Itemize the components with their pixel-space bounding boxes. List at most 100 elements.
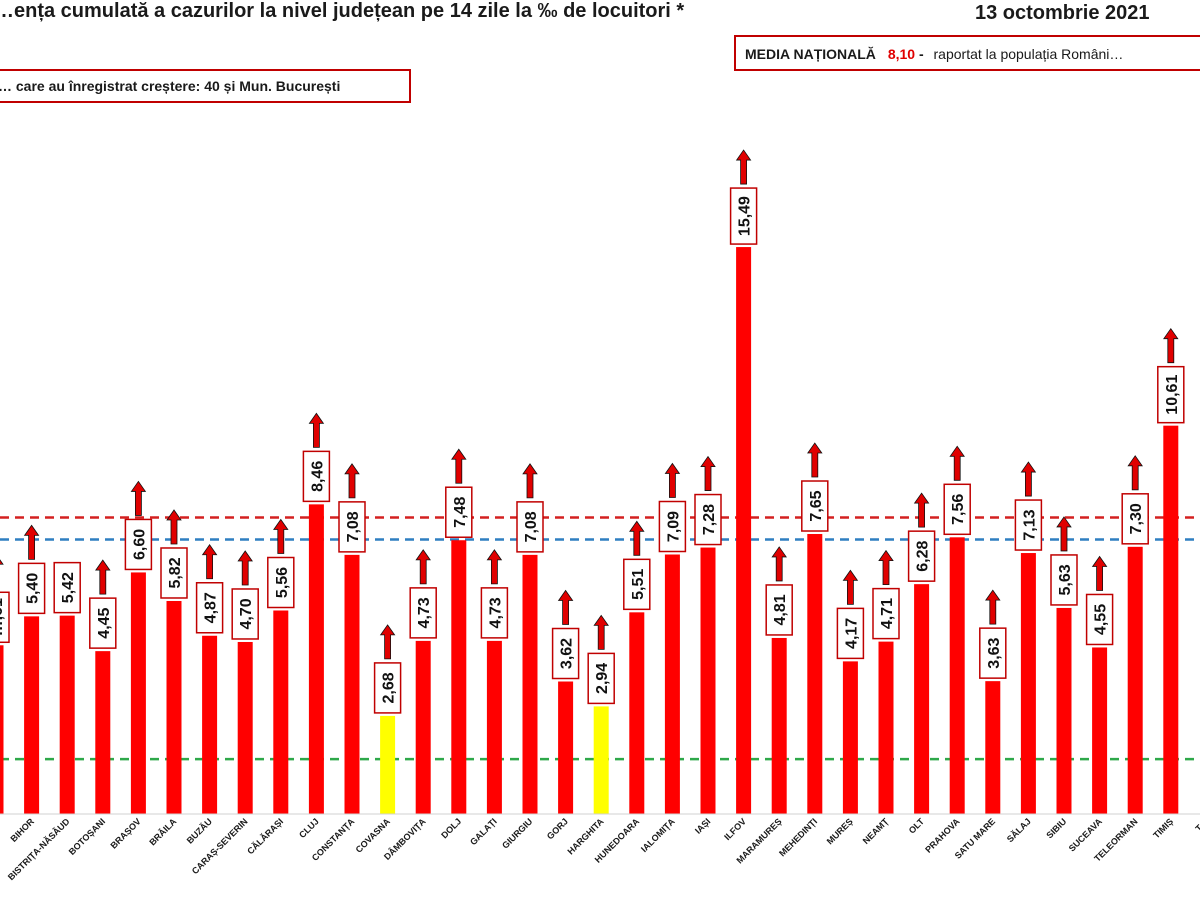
bar-14 <box>486 640 502 814</box>
value-label-box-7 <box>231 588 259 640</box>
increase-arrow-6 <box>201 544 218 580</box>
category-label-29: SĂLAJ <box>1005 816 1033 844</box>
increase-arrow-1 <box>23 524 40 560</box>
category-label-30: SIBIU <box>1044 816 1068 840</box>
increase-arrow-27 <box>949 445 965 481</box>
value-label-box-22 <box>765 584 793 636</box>
value-label-12: 4,73 <box>416 597 433 628</box>
value-label-3: 4,45 <box>96 607 113 638</box>
bar-5 <box>166 600 182 814</box>
value-label-box-29 <box>1014 499 1043 551</box>
category-label-8: CĂLĂRAȘI <box>245 816 285 856</box>
increase-arrow-32 <box>1127 455 1143 491</box>
value-label-30: 5,63 <box>1057 564 1074 595</box>
category-label-2: BISTRIȚA-NĂSĂUD <box>6 816 72 882</box>
value-label-box-4 <box>124 518 153 571</box>
bar-7 <box>237 641 253 814</box>
value-label-box-31 <box>1085 593 1114 646</box>
bar-28 <box>985 681 1001 814</box>
category-label-23: MEHEDINȚI <box>777 816 819 858</box>
increase-note-box: … care au înregistrat creștere: 40 și Mu… <box>0 69 411 103</box>
value-label-box-33 <box>1157 365 1185 424</box>
bar-1 <box>24 616 40 814</box>
category-label-6: BUZĂU <box>185 816 214 845</box>
increase-arrow-20 <box>700 455 716 491</box>
national-average-box: MEDIA NAȚIONALĂ 8,10 - raportat la popul… <box>734 35 1200 71</box>
national-average-dash: - <box>919 46 928 62</box>
value-label-box-23 <box>801 480 829 532</box>
value-label-box-1 <box>17 562 46 615</box>
value-label-box-16 <box>551 627 580 680</box>
bar-17 <box>593 706 609 814</box>
value-label-29: 7,13 <box>1021 509 1038 540</box>
value-label-box-12 <box>409 587 437 639</box>
increase-arrows <box>0 149 1179 660</box>
bar-2 <box>59 615 75 814</box>
bar-25 <box>878 641 894 814</box>
value-label-33: 10,61 <box>1164 375 1181 415</box>
value-label-19: 7,09 <box>665 511 682 542</box>
national-average-label: MEDIA NAȚIONALĂ <box>745 46 876 62</box>
value-label-0: …,61 <box>0 598 6 636</box>
value-label-box-2 <box>53 561 81 614</box>
category-label-13: DOLJ <box>439 816 463 840</box>
increase-arrow-13 <box>451 448 467 484</box>
value-label-4: 6,60 <box>131 529 148 560</box>
increase-note-text: … care au înregistrat creștere: 40 și Mu… <box>0 78 340 94</box>
category-label-1: BIHOR <box>8 816 36 844</box>
increase-arrow-23 <box>807 442 823 478</box>
increase-arrow-28 <box>985 589 1001 625</box>
bar-23 <box>807 534 823 814</box>
value-label-27: 7,56 <box>950 494 967 525</box>
category-label-14: GALAȚI <box>468 816 499 847</box>
increase-arrow-0 <box>0 559 4 565</box>
increase-arrow-29 <box>1020 461 1037 497</box>
value-label-5: 5,82 <box>167 557 184 588</box>
increase-arrow-4 <box>130 480 147 516</box>
value-label-box-15 <box>516 501 544 553</box>
increase-arrow-11 <box>379 624 396 660</box>
value-label-26: 6,28 <box>915 540 932 571</box>
value-label-20: 7,28 <box>701 504 718 535</box>
svg-text:MEDIA NAȚIONALĂ 8,10: MEDIA NAȚIONALĂ 8,10 - raportat la popul… <box>745 46 1123 62</box>
national-average-note: raportat la populația Români… <box>934 46 1124 62</box>
value-label-box-19 <box>658 500 687 553</box>
bar-20 <box>700 547 716 814</box>
value-label-11: 2,68 <box>381 672 398 703</box>
value-label-6: 4,87 <box>203 592 220 623</box>
value-label-box-27 <box>943 483 971 536</box>
value-label-box-26 <box>907 530 936 582</box>
value-label-box-0 <box>0 591 10 644</box>
bar-32 <box>1127 546 1143 814</box>
bar-4 <box>130 572 146 814</box>
value-label-31: 4,55 <box>1093 604 1110 635</box>
increase-arrow-10 <box>344 463 360 499</box>
value-label-box-3 <box>89 597 117 649</box>
value-label-box-11 <box>373 662 402 714</box>
value-label-8: 5,56 <box>274 567 291 598</box>
value-label-7: 4,70 <box>238 598 255 629</box>
category-label-16: GORJ <box>545 816 570 841</box>
bar-26 <box>914 584 930 814</box>
value-label-18: 5,51 <box>630 569 647 600</box>
increase-arrow-21 <box>735 149 752 185</box>
chart-title: …ența cumulată a cazurilor la nivel jude… <box>0 0 684 22</box>
value-label-box-14 <box>480 587 509 639</box>
value-label-15: 7,08 <box>523 511 540 542</box>
bar-8 <box>273 610 289 814</box>
increase-arrow-30 <box>1056 516 1072 552</box>
value-label-2: 5,42 <box>60 572 77 603</box>
category-label-26: OLT <box>907 816 927 836</box>
value-label-32: 7,30 <box>1128 503 1145 534</box>
bar-19 <box>664 554 680 814</box>
value-label-box-32 <box>1121 493 1149 545</box>
category-label-19: IALOMIȚA <box>639 816 677 854</box>
bar-27 <box>949 537 965 814</box>
value-label-14: 4,73 <box>487 597 504 628</box>
value-label-21: 15,49 <box>737 196 754 236</box>
increase-arrow-7 <box>237 550 253 586</box>
increase-arrow-16 <box>557 589 574 625</box>
category-label-31: SUCEAVA <box>1067 816 1105 854</box>
value-label-box-17 <box>587 652 615 705</box>
